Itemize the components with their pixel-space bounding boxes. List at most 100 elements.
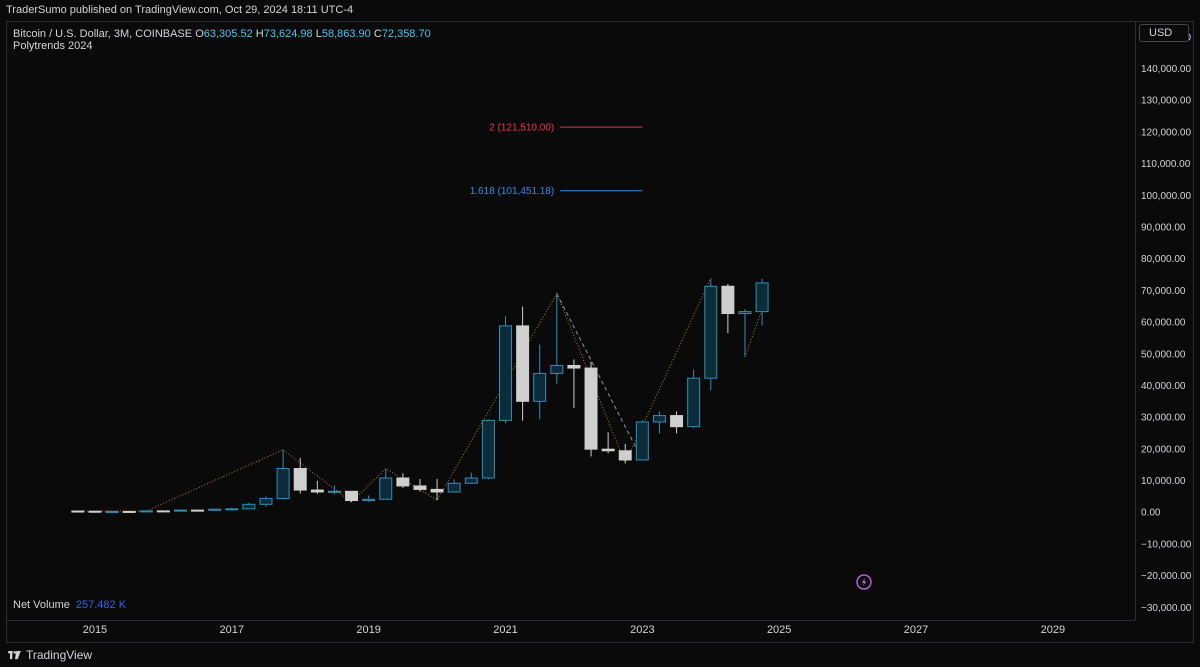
y-tick-label: 0.00 <box>1141 508 1161 519</box>
candle-body <box>173 509 187 512</box>
candle <box>464 472 478 485</box>
lightning-icon[interactable] <box>856 574 872 590</box>
candle-body <box>139 510 153 513</box>
candle-body <box>156 510 170 513</box>
candle-body <box>191 509 205 512</box>
high-value: 73,624.98 <box>263 28 313 40</box>
indicator-title[interactable]: Polytrends 2024 <box>13 40 93 52</box>
candle <box>652 411 666 434</box>
net-volume-label: Net Volume <box>13 599 70 611</box>
candle-body <box>704 285 718 379</box>
candle-body <box>584 367 598 450</box>
candle <box>105 510 119 513</box>
polytrend-lines <box>77 278 763 512</box>
price-axis[interactable]: 150,000.00140,000.00130,000.00120,000.00… <box>1141 32 1192 613</box>
y-tick-label: 100,000.00 <box>1141 191 1191 202</box>
candle <box>345 490 359 503</box>
currency-button[interactable]: USD <box>1139 24 1189 42</box>
y-tick-label: 30,000.00 <box>1141 413 1186 424</box>
y-tick-label: 60,000.00 <box>1141 318 1186 329</box>
candle-body <box>567 365 581 369</box>
open-label: O <box>195 28 204 40</box>
low-value: 58,863.90 <box>321 28 371 40</box>
fib-level-label: 1.618 (101,451.18) <box>470 186 555 197</box>
candle-body <box>379 477 393 500</box>
y-tick-label: −20,000.00 <box>1141 571 1192 582</box>
close-value: 72,358.70 <box>381 28 431 40</box>
y-tick-label: 130,000.00 <box>1141 96 1191 107</box>
candle <box>430 478 444 501</box>
candle <box>533 344 547 420</box>
candle-body <box>533 372 547 402</box>
candle <box>447 479 461 493</box>
candle-body <box>105 510 119 513</box>
x-tick-label: 2019 <box>356 624 380 636</box>
candle <box>499 316 512 424</box>
candle <box>721 284 735 334</box>
footer: TradingView <box>8 645 92 665</box>
y-tick-label: 10,000.00 <box>1141 476 1186 487</box>
candle <box>191 509 205 512</box>
candle-body <box>293 468 307 491</box>
trend-line <box>77 278 712 512</box>
candle <box>293 457 307 494</box>
fib-levels: 2 (121,510.00) 1.618 (101,451.18) <box>470 123 643 197</box>
y-tick-label: 90,000.00 <box>1141 223 1186 234</box>
candle-body <box>413 485 427 490</box>
candle-body <box>310 489 324 493</box>
x-tick-label: 2017 <box>220 624 244 636</box>
candle <box>738 309 752 357</box>
candle-body <box>447 482 461 493</box>
candle <box>704 278 718 391</box>
y-tick-label: 70,000.00 <box>1141 286 1186 297</box>
candle <box>139 510 153 513</box>
tradingview-logo-icon <box>8 650 21 659</box>
candle <box>327 485 341 494</box>
candle-body <box>345 490 359 502</box>
candle-body <box>721 285 735 315</box>
y-tick-label: 80,000.00 <box>1141 254 1186 265</box>
low-label: L <box>315 28 322 40</box>
time-axis[interactable]: 2015 2017 2019 2021 2023 2025 2027 2029 <box>83 624 1065 636</box>
x-tick-label: 2025 <box>767 624 791 636</box>
candle-body <box>88 510 102 513</box>
candle <box>687 369 701 429</box>
x-tick-label: 2021 <box>493 624 517 636</box>
candle <box>173 509 187 512</box>
candle <box>516 306 530 421</box>
candle-body <box>225 508 239 511</box>
y-tick-label: 110,000.00 <box>1141 159 1191 170</box>
x-tick-label: 2029 <box>1041 624 1065 636</box>
candle <box>670 411 684 434</box>
candle-body <box>430 488 444 493</box>
candle-body <box>327 490 341 493</box>
candle <box>242 502 256 510</box>
y-tick-label: −30,000.00 <box>1141 603 1192 614</box>
candle <box>413 478 427 492</box>
footer-brand[interactable]: TradingView <box>26 648 93 662</box>
candle <box>259 496 273 507</box>
net-volume-value: 257.482 K <box>75 599 127 611</box>
candle <box>122 510 136 513</box>
candle-body <box>362 498 376 502</box>
candle <box>635 420 649 461</box>
candle-body <box>687 377 701 428</box>
symbol-name[interactable]: Bitcoin / U.S. Dollar, 3M, COINBASE <box>13 28 193 40</box>
candle <box>276 449 290 500</box>
candle <box>88 510 102 513</box>
candle-body <box>601 448 615 452</box>
candle-body <box>652 415 666 423</box>
candle-body <box>208 508 222 511</box>
symbol-legend: Bitcoin / U.S. Dollar, 3M, COINBASE O63,… <box>13 27 431 41</box>
candle <box>379 468 393 500</box>
y-tick-label: 40,000.00 <box>1141 381 1186 392</box>
candle-body <box>550 365 564 374</box>
candle <box>584 361 598 457</box>
candle <box>618 444 632 464</box>
x-tick-label: 2015 <box>83 624 107 636</box>
candle-body <box>396 477 410 487</box>
candle-body <box>122 510 136 513</box>
close-label: C <box>373 28 382 40</box>
net-volume-legend[interactable]: Net Volume 257.482 K <box>13 599 126 611</box>
